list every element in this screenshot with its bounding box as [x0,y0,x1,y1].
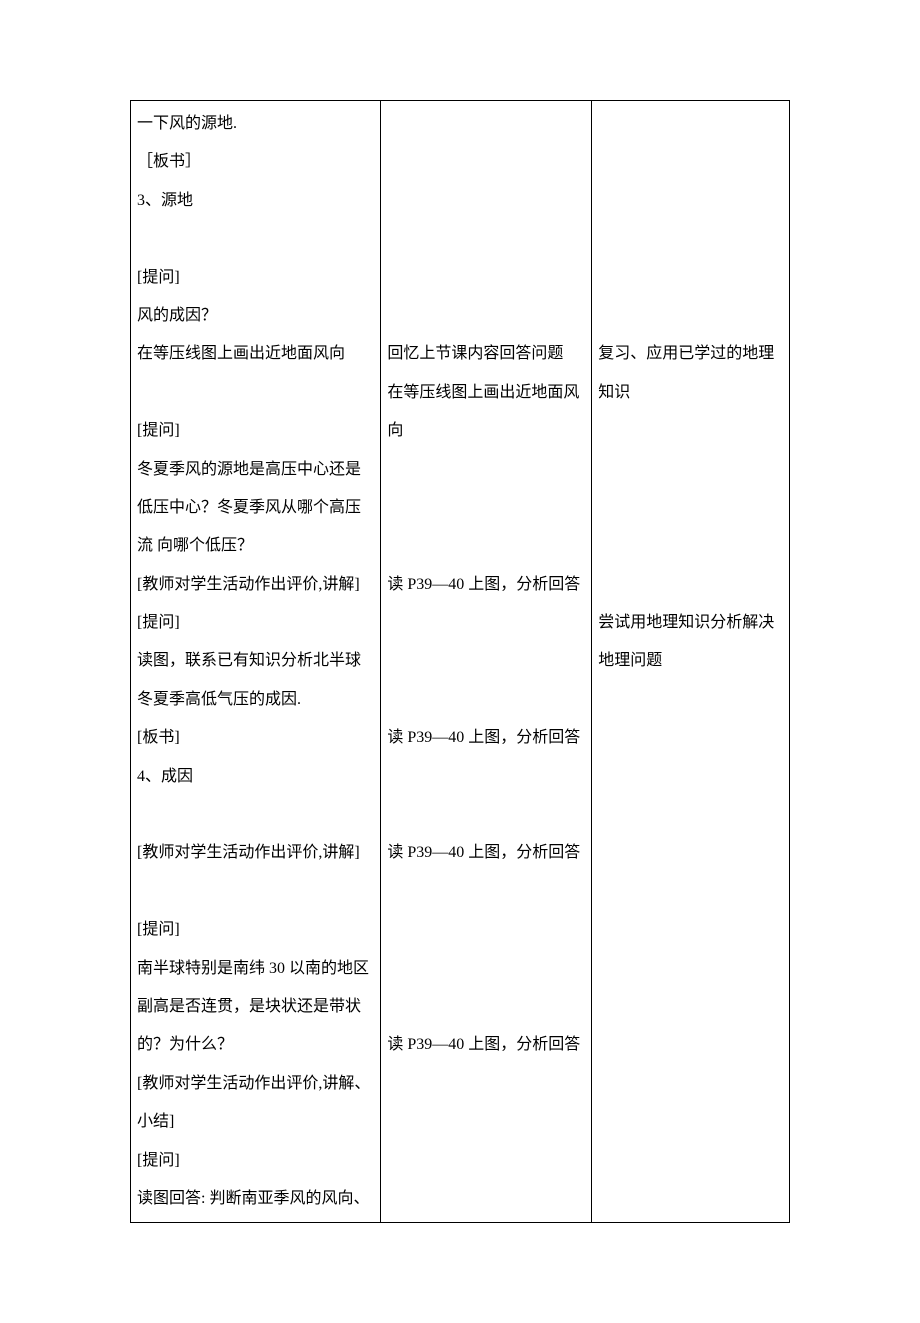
table-row: 一下风的源地. ［板书］ 3、源地 [提问] 风的成因？ 在等压线图上画出近地面… [131,101,790,1223]
design-intent-text: 复习、应用已学过的地理知识 尝试用地理知识分析解决地理问题 [598,105,783,681]
teacher-activity-cell: 一下风的源地. ［板书］ 3、源地 [提问] 风的成因？ 在等压线图上画出近地面… [131,101,381,1223]
lesson-plan-table: 一下风的源地. ［板书］ 3、源地 [提问] 风的成因？ 在等压线图上画出近地面… [130,100,790,1223]
design-intent-cell: 复习、应用已学过的地理知识 尝试用地理知识分析解决地理问题 [592,101,790,1223]
document-page: 一下风的源地. ［板书］ 3、源地 [提问] 风的成因？ 在等压线图上画出近地面… [0,0,920,1323]
student-activity-cell: 回忆上节课内容回答问题 在等压线图上画出近地面风向 读 P39—40 上图，分析… [381,101,592,1223]
teacher-activity-text: 一下风的源地. ［板书］ 3、源地 [提问] 风的成因？ 在等压线图上画出近地面… [137,105,374,1218]
student-activity-text: 回忆上节课内容回答问题 在等压线图上画出近地面风向 读 P39—40 上图，分析… [387,105,585,1065]
